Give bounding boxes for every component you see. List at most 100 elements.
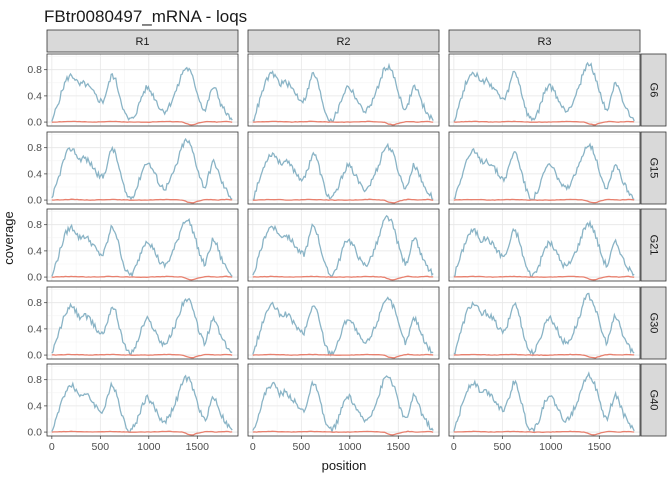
facet-grid: R1 R2 R3 G6 0.0 0.4 0.8 G15 0.0 0.4 0.8 G21 0.0 0.4 0.… (27, 29, 667, 453)
panel-border (46, 131, 239, 205)
x-tick-label: 0 (49, 441, 55, 453)
x-tick-label: 0 (250, 441, 256, 453)
panel-background (449, 54, 640, 126)
x-tick-label: 1500 (588, 441, 612, 453)
panel-border (46, 53, 239, 127)
strip-g21 (640, 208, 667, 282)
panel-background (47, 287, 238, 359)
panel-border (448, 286, 641, 360)
panel-g40-r3 (448, 363, 641, 437)
coverage-line-a (453, 61, 635, 122)
strip-r3 (448, 29, 641, 53)
x-tick-label: 0 (451, 441, 457, 453)
coverage-line-a (453, 292, 635, 357)
coverage-line-a (453, 219, 635, 279)
panel-border (448, 363, 641, 437)
panel-border (46, 363, 239, 437)
coverage-line-a (453, 371, 635, 434)
strip-label-r1: R1 (135, 36, 149, 48)
coverage-line-b (453, 120, 635, 126)
y-tick-label: 0.0 (27, 272, 42, 284)
x-tick-label: 1000 (539, 441, 563, 453)
x-tick-label: 1500 (186, 441, 210, 453)
x-tick-label: 500 (494, 441, 512, 453)
panel-background (248, 132, 439, 204)
x-tick-label: 500 (92, 441, 110, 453)
coverage-line-a (252, 62, 434, 123)
panel-g21-r2 (247, 208, 440, 282)
panel-border (247, 363, 440, 437)
x-tick-label: 1000 (137, 441, 161, 453)
panel-background (248, 364, 439, 436)
y-tick-label: 0.0 (27, 195, 42, 207)
y-tick-label: 0.4 (27, 168, 42, 180)
coverage-line-a (252, 214, 434, 278)
panel-g40-r1 (46, 363, 239, 437)
strip-label-g15: G15 (648, 158, 660, 179)
coverage-line-b (252, 198, 434, 204)
panel-background (449, 132, 640, 204)
panel-g40-r2 (247, 363, 440, 437)
coverage-line-a (453, 142, 635, 201)
panel-g6-r2 (247, 53, 440, 127)
y-tick-label: 0.4 (27, 400, 42, 412)
coverage-line-b (453, 353, 635, 359)
panel-g30-r2 (247, 286, 440, 360)
coverage-line-b (252, 275, 434, 281)
strip-g40 (640, 363, 667, 437)
coverage-line-b (453, 430, 635, 436)
x-axis-title: position (322, 458, 367, 473)
panel-background (47, 364, 238, 436)
coverage-line-a (252, 142, 434, 201)
x-tick-label: 1500 (387, 441, 411, 453)
strip-r2 (247, 29, 440, 53)
y-tick-label: 0.8 (27, 374, 42, 386)
y-tick-label: 0.8 (27, 64, 42, 76)
panel-border (46, 286, 239, 360)
panel-background (248, 54, 439, 126)
panel-g30-r3 (448, 286, 641, 360)
coverage-line-a (51, 218, 233, 278)
y-tick-label: 0.0 (27, 427, 42, 439)
panel-g30-r1 (46, 286, 239, 360)
panel-g15-r2 (247, 131, 440, 205)
panel-border (247, 53, 440, 127)
strip-label-g21: G21 (648, 235, 660, 256)
y-tick-label: 0.4 (27, 323, 42, 335)
panel-border (448, 53, 641, 127)
coverage-line-a (51, 137, 233, 201)
panel-background (449, 209, 640, 281)
coverage-line-a (51, 374, 233, 433)
coverage-line-b (252, 353, 434, 359)
y-tick-label: 0.4 (27, 245, 42, 257)
strip-g15 (640, 131, 667, 205)
strip-label-r3: R3 (537, 36, 551, 48)
strip-label-g40: G40 (648, 390, 660, 411)
coverage-line-b (453, 275, 635, 281)
y-axis-title: coverage (1, 211, 16, 264)
strip-label-r2: R2 (336, 36, 350, 48)
x-tick-label: 500 (293, 441, 311, 453)
panel-border (247, 286, 440, 360)
chart-title: FBtr0080497_mRNA - loqs (44, 7, 247, 26)
y-tick-label: 0.4 (27, 90, 42, 102)
strip-g30 (640, 286, 667, 360)
panel-border (247, 208, 440, 282)
strip-r1 (46, 29, 239, 53)
coverage-line-a (252, 375, 434, 433)
y-tick-label: 0.8 (27, 219, 42, 231)
panel-g21-r3 (448, 208, 641, 282)
coverage-line-a (51, 66, 233, 122)
panel-border (448, 208, 641, 282)
strip-label-g30: G30 (648, 313, 660, 334)
panel-g21-r1 (46, 208, 239, 282)
coverage-line-b (252, 120, 434, 126)
strip-g6 (640, 53, 667, 127)
coverage-line-b (51, 275, 233, 281)
panel-g6-r3 (448, 53, 641, 127)
panel-g6-r1 (46, 53, 239, 127)
y-tick-label: 0.8 (27, 142, 42, 154)
coverage-line-b (51, 353, 233, 359)
panel-g15-r3 (448, 131, 641, 205)
